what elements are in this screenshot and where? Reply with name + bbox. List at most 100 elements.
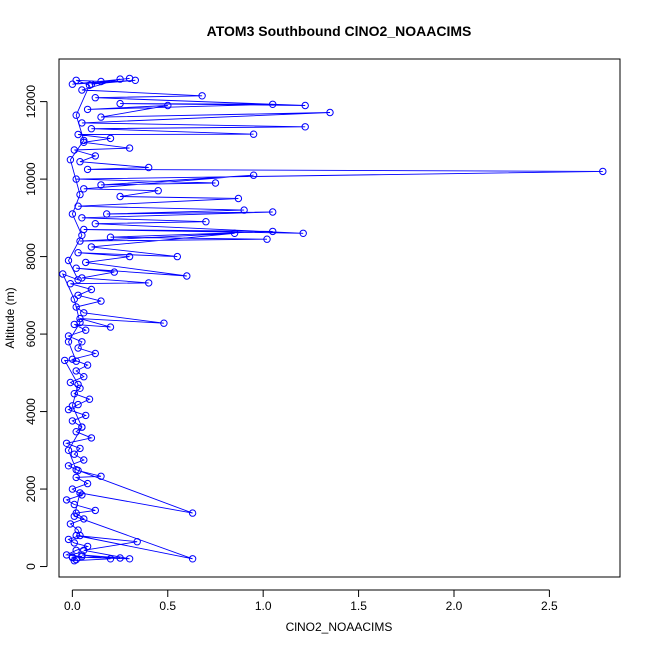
data-point	[62, 439, 71, 447]
data-point	[83, 105, 92, 114]
data-point	[301, 101, 309, 110]
data-point	[269, 227, 277, 236]
data-point	[70, 146, 79, 154]
data-point	[80, 136, 88, 145]
data-point	[183, 272, 191, 280]
x-axis: 0.0 0.5 1.0 1.5 2.0 2.5	[64, 589, 558, 613]
x-tick-label: 2.0	[446, 599, 463, 613]
data-point	[87, 243, 96, 251]
data-point	[62, 496, 71, 504]
data-point	[72, 264, 80, 272]
data-point	[80, 515, 88, 523]
data-point	[74, 202, 82, 210]
data-point	[60, 356, 69, 365]
x-tick-label: 0.0	[64, 599, 81, 613]
y-tick-label: 8000	[24, 243, 38, 270]
data-point	[68, 417, 77, 425]
data-point	[116, 75, 124, 83]
data-point	[116, 192, 124, 201]
data-point	[68, 402, 77, 410]
data-point	[72, 428, 80, 436]
y-tick-label: 4000	[24, 398, 38, 425]
data-point	[106, 233, 115, 241]
data-point	[87, 80, 96, 88]
data-point	[72, 76, 80, 85]
data-point	[74, 400, 82, 409]
data-point	[78, 119, 86, 127]
data-point	[72, 111, 80, 119]
data-point	[64, 446, 73, 454]
plot-area	[59, 74, 607, 565]
data-point	[74, 344, 82, 352]
x-tick-label: 2.5	[541, 599, 558, 613]
data-point	[326, 108, 334, 117]
data-point	[106, 555, 115, 563]
data-point	[70, 500, 79, 509]
data-point	[145, 163, 153, 172]
x-tick-label: 1.5	[350, 599, 367, 613]
data-point	[80, 185, 88, 193]
y-axis: 0 2000 4000 6000 8000 10000 12000	[24, 85, 48, 570]
data-point	[125, 555, 134, 563]
data-point	[269, 208, 277, 216]
data-point	[76, 444, 84, 453]
data-point	[68, 80, 77, 88]
data-point	[160, 319, 168, 327]
data-point	[91, 152, 100, 160]
data-point	[76, 158, 84, 166]
data-point	[74, 130, 82, 139]
data-point	[211, 179, 220, 187]
x-tick-label: 0.5	[159, 599, 176, 613]
data-point	[230, 229, 239, 238]
data-point	[87, 125, 96, 133]
data-point	[72, 531, 80, 540]
y-tick-label: 2000	[24, 475, 38, 502]
data-point	[64, 338, 73, 346]
data-point	[80, 309, 88, 317]
data-point	[188, 555, 197, 563]
data-point	[68, 553, 77, 561]
data-point	[83, 165, 92, 174]
data-point	[66, 280, 75, 288]
data-point	[78, 214, 86, 222]
data-point	[133, 538, 141, 546]
data-point	[110, 268, 119, 276]
data-point	[125, 144, 134, 152]
data-point	[97, 472, 105, 480]
data-point	[78, 86, 86, 94]
data-point	[82, 258, 90, 267]
data-point	[240, 206, 248, 214]
data-point	[87, 434, 96, 442]
data-point	[64, 462, 73, 470]
x-tick-label: 1.0	[255, 599, 272, 613]
data-point	[269, 100, 277, 109]
y-axis-label: Altitude (m)	[3, 287, 17, 348]
data-point	[74, 276, 82, 284]
data-point	[66, 156, 75, 164]
data-point	[83, 361, 92, 369]
data-point	[116, 554, 124, 562]
y-tick-label: 10000	[24, 162, 38, 196]
data-point	[64, 535, 73, 544]
data-point	[85, 81, 94, 90]
data-point	[78, 551, 86, 559]
data-point	[72, 357, 80, 365]
data-point	[68, 210, 77, 218]
data-point	[154, 187, 162, 195]
data-point	[198, 92, 206, 100]
data-point	[83, 542, 92, 551]
data-point	[72, 303, 80, 311]
data-point	[97, 297, 105, 305]
data-point	[72, 367, 80, 375]
data-point	[64, 332, 73, 340]
data-point	[125, 252, 134, 261]
data-point	[70, 295, 79, 303]
chart-title: ATOM3 Southbound ClNO2_NOAACIMS	[207, 23, 472, 39]
data-point	[72, 546, 80, 554]
data-point	[125, 74, 134, 83]
data-point	[70, 450, 79, 458]
data-point	[78, 274, 86, 282]
data-point	[76, 489, 84, 497]
data-point	[72, 466, 80, 474]
